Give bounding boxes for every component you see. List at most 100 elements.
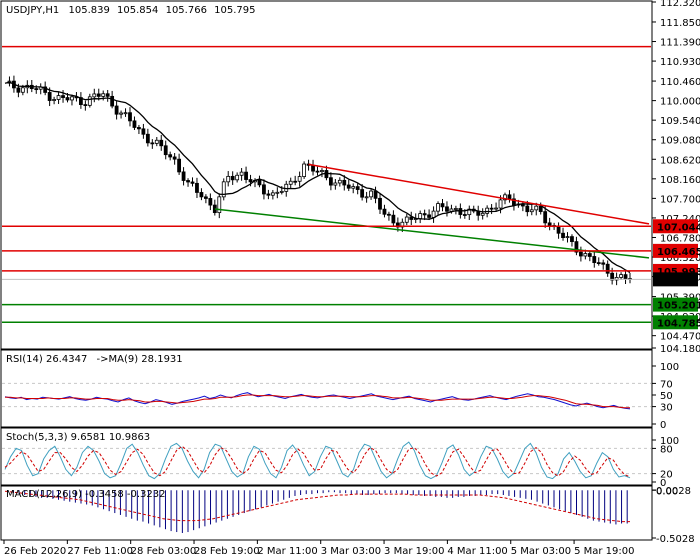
candle-body (346, 184, 351, 189)
macd-tick-label: 0.00 (656, 486, 678, 497)
candle-body (78, 97, 83, 105)
candle-body (543, 211, 548, 224)
candle-body (453, 208, 458, 210)
price-tick-label: 110.000 (660, 97, 700, 108)
macd-tick-label: -0.5028 (656, 534, 695, 545)
oscillator-tick-label: 30 (660, 403, 673, 414)
candle-body (418, 213, 423, 219)
ohlc-high: 105.854 (117, 5, 158, 16)
macd-title: MACD(12,26,9) -0.3458 -0.3232 (6, 489, 166, 500)
current-price-tag (653, 272, 698, 287)
level-tag (653, 243, 698, 258)
candle-body (65, 97, 70, 101)
oscillator-tick-label: 100 (660, 436, 679, 447)
candle-body (561, 232, 565, 238)
candle-body (92, 93, 97, 98)
candle-body (239, 171, 244, 176)
candle-body (391, 214, 396, 224)
candle-body (583, 253, 588, 257)
candle-body (614, 277, 619, 281)
support-trendline (214, 208, 650, 259)
candle-body (337, 179, 342, 184)
candle-body (266, 193, 271, 196)
candle-body (279, 190, 284, 193)
candle-body (427, 214, 432, 218)
time-tick-label: 27 Feb 11:00 (67, 546, 133, 557)
macd-tick-label: 0.0028 (656, 486, 691, 497)
candle-body (87, 96, 92, 106)
candle-body (574, 241, 579, 253)
candle-body (592, 256, 597, 264)
candle-body (150, 142, 155, 145)
level-tag-label: 104.785 (657, 318, 700, 329)
candle-body (373, 190, 378, 199)
oscillator-tick-label: 70 (660, 379, 673, 390)
time-tick-label: 3 Mar 19:00 (384, 546, 444, 557)
macd-series (4, 490, 630, 533)
current-price-tag-label: 105.795 (657, 275, 698, 286)
candle-body (587, 253, 592, 257)
candle-body (364, 196, 369, 199)
candle-body (538, 205, 543, 213)
candle-body (458, 208, 463, 215)
candle-body (163, 145, 168, 156)
level-tag-label: 105.201 (657, 301, 700, 312)
time-tick-label: 5 Mar 19:00 (574, 546, 634, 557)
candle-body (525, 205, 530, 213)
candle-body (351, 186, 356, 189)
candle-body (177, 158, 182, 173)
candle-body (619, 274, 623, 278)
level-tag (653, 297, 698, 312)
macd-signal-line (4, 490, 630, 523)
level-tag-label: 106.465 (657, 247, 700, 258)
candle-body (431, 210, 436, 218)
candle-body (110, 95, 115, 107)
candle-body (409, 216, 414, 220)
price-tick-label: 104.470 (660, 332, 700, 343)
candle-body (445, 206, 449, 212)
time-tick-label: 26 Feb 2020 (4, 546, 66, 557)
stoch-pane (0, 427, 653, 486)
candle-body (248, 179, 253, 183)
candle-body (20, 87, 25, 93)
candle-body (503, 194, 507, 201)
candle-body (221, 181, 226, 198)
rsi-series (2, 382, 651, 410)
symbol-label: USDJPY,H1 (6, 5, 59, 16)
candle-body (369, 190, 373, 198)
moving-average-line (4, 81, 631, 274)
rsi-value-label: RSI(14) 26.4347 (6, 354, 87, 365)
oscillator-tick-label: 50 (660, 391, 673, 402)
oscillator-tick-label: 20 (660, 470, 673, 481)
stoch-series (2, 441, 651, 480)
price-series (2, 45, 651, 324)
candle-body (623, 274, 628, 279)
price-tick-label: 104.180 (660, 344, 700, 355)
candle-body (61, 95, 65, 98)
candle-body (333, 182, 338, 186)
candle-body (128, 112, 132, 122)
candle-body (507, 194, 512, 200)
oscillator-main-line (4, 441, 631, 480)
candle-body (56, 95, 61, 100)
price-tick-label: 108.160 (660, 175, 700, 186)
oscillator-tick-label: 80 (660, 444, 673, 455)
candle-body (114, 105, 119, 115)
price-tick-label: 108.620 (660, 155, 700, 166)
candle-body (230, 175, 235, 181)
candle-body (34, 88, 39, 91)
candle-body (217, 196, 222, 214)
oscillator-tick-label: 100 (660, 362, 679, 373)
price-tick-label: 110.930 (660, 57, 700, 68)
candle-body (311, 164, 315, 172)
time-tick-label: 2 Mar 11:00 (257, 546, 317, 557)
candle-body (244, 171, 248, 180)
candle-body (378, 197, 382, 210)
oscillator-main-line (4, 392, 631, 410)
candle-body (235, 174, 240, 181)
candle-body (436, 203, 440, 212)
candle-body (270, 192, 275, 196)
candle-body (154, 139, 159, 144)
candle-body (199, 192, 204, 198)
oscillator-tick-label: 0 (660, 420, 666, 431)
